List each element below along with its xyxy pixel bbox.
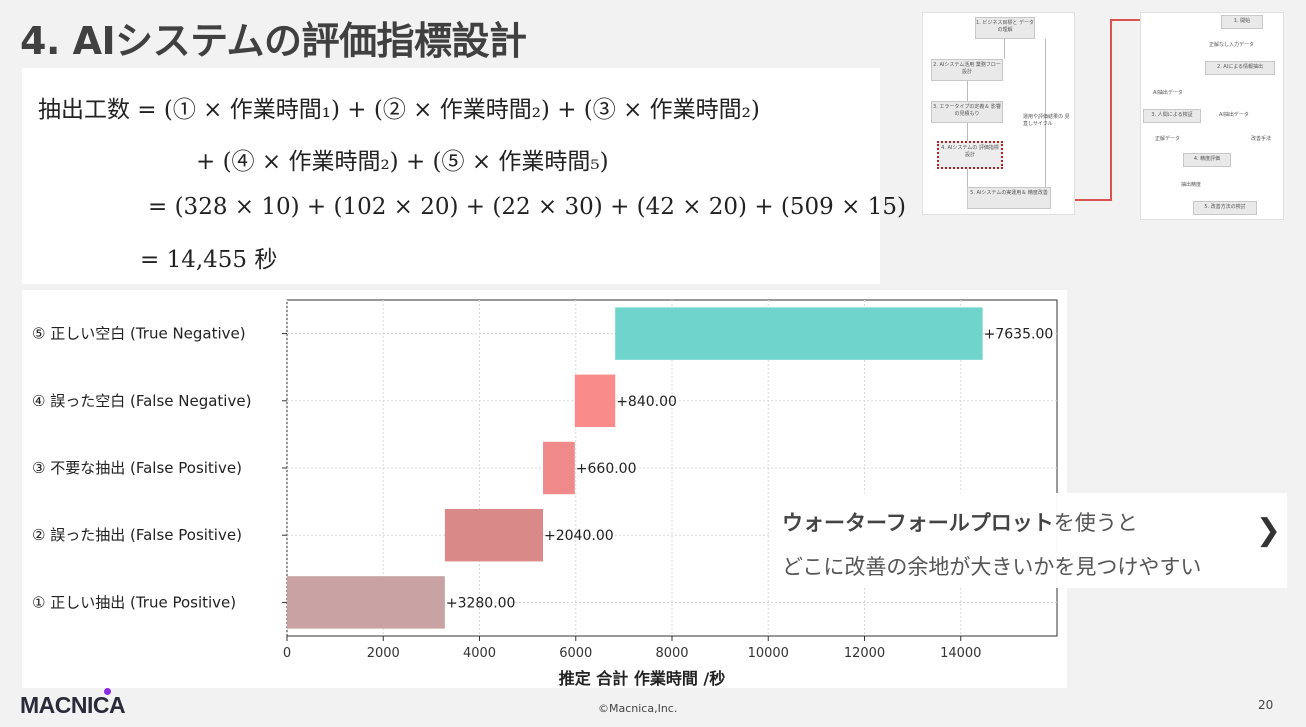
y-category-label: ⑤ 正しい空白 (True Negative): [32, 325, 246, 343]
formula-line-3: = (328 × 10) + (102 × 20) + (22 × 30) + …: [148, 194, 906, 220]
waterfall-bar: [574, 374, 616, 428]
logo-accent-dot: [104, 688, 111, 695]
x-tick-label: 12000: [844, 646, 885, 661]
x-tick-label: 14000: [940, 646, 981, 661]
flow-label: 抽出精度: [1181, 182, 1202, 188]
formula-line-2: + (④ × 作業時間₂) + (⑤ × 作業時間₅): [196, 149, 609, 175]
flow-step-3: 3. エラータイプの定義＆ 影響の見積もり: [931, 101, 1003, 123]
connector-line: [1075, 199, 1111, 201]
slide-title: 4. AIシステムの評価指標設計: [20, 19, 527, 63]
note-line-2: どこに改善の余地が大きいかを見つけやすい: [782, 555, 1202, 579]
formula-line-4: = 14,455 秒: [140, 247, 278, 273]
flow-thumbnail-left: 1. ビジネス目標と データの理解 2. AIシステム活用 業務フロー設計 3.…: [922, 12, 1075, 215]
note-line-1-rest: を使うと: [1053, 511, 1138, 535]
flow-step-5: 5. AIシステムの実運用＆ 精度改善: [967, 187, 1051, 209]
waterfall-bar: [287, 576, 445, 629]
flow-label: 改善手法: [1251, 136, 1272, 142]
bar-value-label: +3280.00: [446, 595, 516, 611]
bar-value-label: +660.00: [576, 461, 637, 477]
note-bold-term: ウォーターフォールプロット: [782, 511, 1054, 535]
waterfall-bar: [615, 307, 983, 360]
y-category-label: ③ 不要な抽出 (False Positive): [32, 459, 242, 477]
flow-label: 正解なし入力データ: [1209, 42, 1255, 48]
x-tick-label: 2000: [367, 646, 400, 661]
waterfall-chart-panel: 0 2000 4000 6000 8000 10000 12000 14000 ① 正しい抽出 …: [22, 290, 1067, 688]
flow-label: 正解データ: [1155, 136, 1181, 142]
formula-line-1: 抽出工数 = (① × 作業時間₁) + (② × 作業時間₂) + (③ × …: [38, 97, 760, 123]
flow-line: [1004, 39, 1005, 59]
flow-thumbnail-right: 1. 開始 正解なし入力データ 2. AIによる情報抽出 AI抽出データ AI抽…: [1140, 12, 1284, 220]
note-line-1: ウォーターフォールプロットを使うと: [782, 507, 1138, 537]
flow-label: AI抽出データ: [1153, 90, 1183, 96]
waterfall-bar: [543, 441, 575, 495]
chevron-right-icon[interactable]: ❯: [1255, 513, 1281, 548]
page-number: 20: [1258, 698, 1274, 712]
flow-step-2: 2. AIシステム活用 業務フロー設計: [931, 59, 1003, 81]
company-logo: MACNICA: [20, 692, 126, 718]
flow-step-1: 1. ビジネス目標と データの理解: [975, 17, 1035, 39]
y-category-label: ② 誤った抽出 (False Positive): [32, 526, 242, 544]
x-tick-label: 0: [283, 646, 291, 661]
waterfall-bar: [444, 508, 544, 562]
y-category-label: ④ 誤った空白 (False Negative): [32, 392, 251, 410]
flow-step-eval: 4. 精度評価: [1183, 153, 1231, 167]
formula-panel: 抽出工数 = (① × 作業時間₁) + (② × 作業時間₂) + (③ × …: [22, 68, 906, 284]
x-tick-label: 4000: [463, 646, 496, 661]
x-axis-label: 推定 合計 作業時間 /秒: [559, 669, 726, 688]
flow-step-improve: 5. 改善方法の検討: [1193, 201, 1257, 215]
x-tick-label: 8000: [655, 646, 688, 661]
waterfall-chart: 0 2000 4000 6000 8000 10000 12000 14000 ① 正しい抽出 …: [32, 299, 1058, 688]
flow-step-4-highlighted: 4. AIシステムの 評価指標設計: [937, 141, 1003, 169]
x-tick-label: 6000: [559, 646, 592, 661]
flow-cycle-label: 運用や評価結果の 見直しサイクル: [1023, 114, 1070, 127]
flow-line: [967, 169, 968, 187]
y-category-label: ① 正しい抽出 (True Positive): [32, 593, 236, 611]
flow-line: [967, 81, 968, 101]
bar-value-label: +840.00: [616, 394, 677, 410]
bar-value-label: +7635.00: [984, 327, 1054, 343]
x-tick-label: 10000: [748, 646, 789, 661]
note-callout: ウォーターフォールプロットを使うと どこに改善の余地が大きいかを見つけやすい ❯: [770, 493, 1287, 588]
connector-line: [1110, 19, 1112, 201]
flow-cycle-line: [1045, 39, 1046, 187]
flow-step-start: 1. 開始: [1221, 15, 1263, 29]
flow-label: AI抽出データ: [1219, 112, 1249, 118]
flow-line: [967, 123, 968, 141]
flow-step-ai: 2. AIによる情報抽出: [1205, 61, 1275, 75]
copyright-text: ©Macnica,Inc.: [598, 702, 678, 715]
flow-step-human: 3. 人間による検証: [1143, 109, 1201, 123]
bar-value-label: +2040.00: [544, 528, 614, 544]
